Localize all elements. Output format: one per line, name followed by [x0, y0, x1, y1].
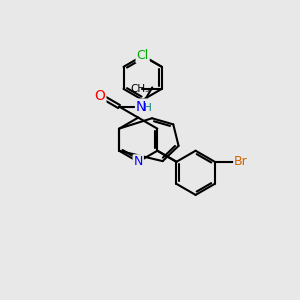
Text: Cl: Cl [136, 49, 149, 62]
Text: Br: Br [234, 155, 248, 168]
Text: H: H [144, 103, 152, 113]
Text: O: O [94, 88, 105, 103]
Text: N: N [134, 155, 143, 168]
Text: N: N [136, 100, 146, 114]
Text: CH₃: CH₃ [131, 84, 150, 94]
